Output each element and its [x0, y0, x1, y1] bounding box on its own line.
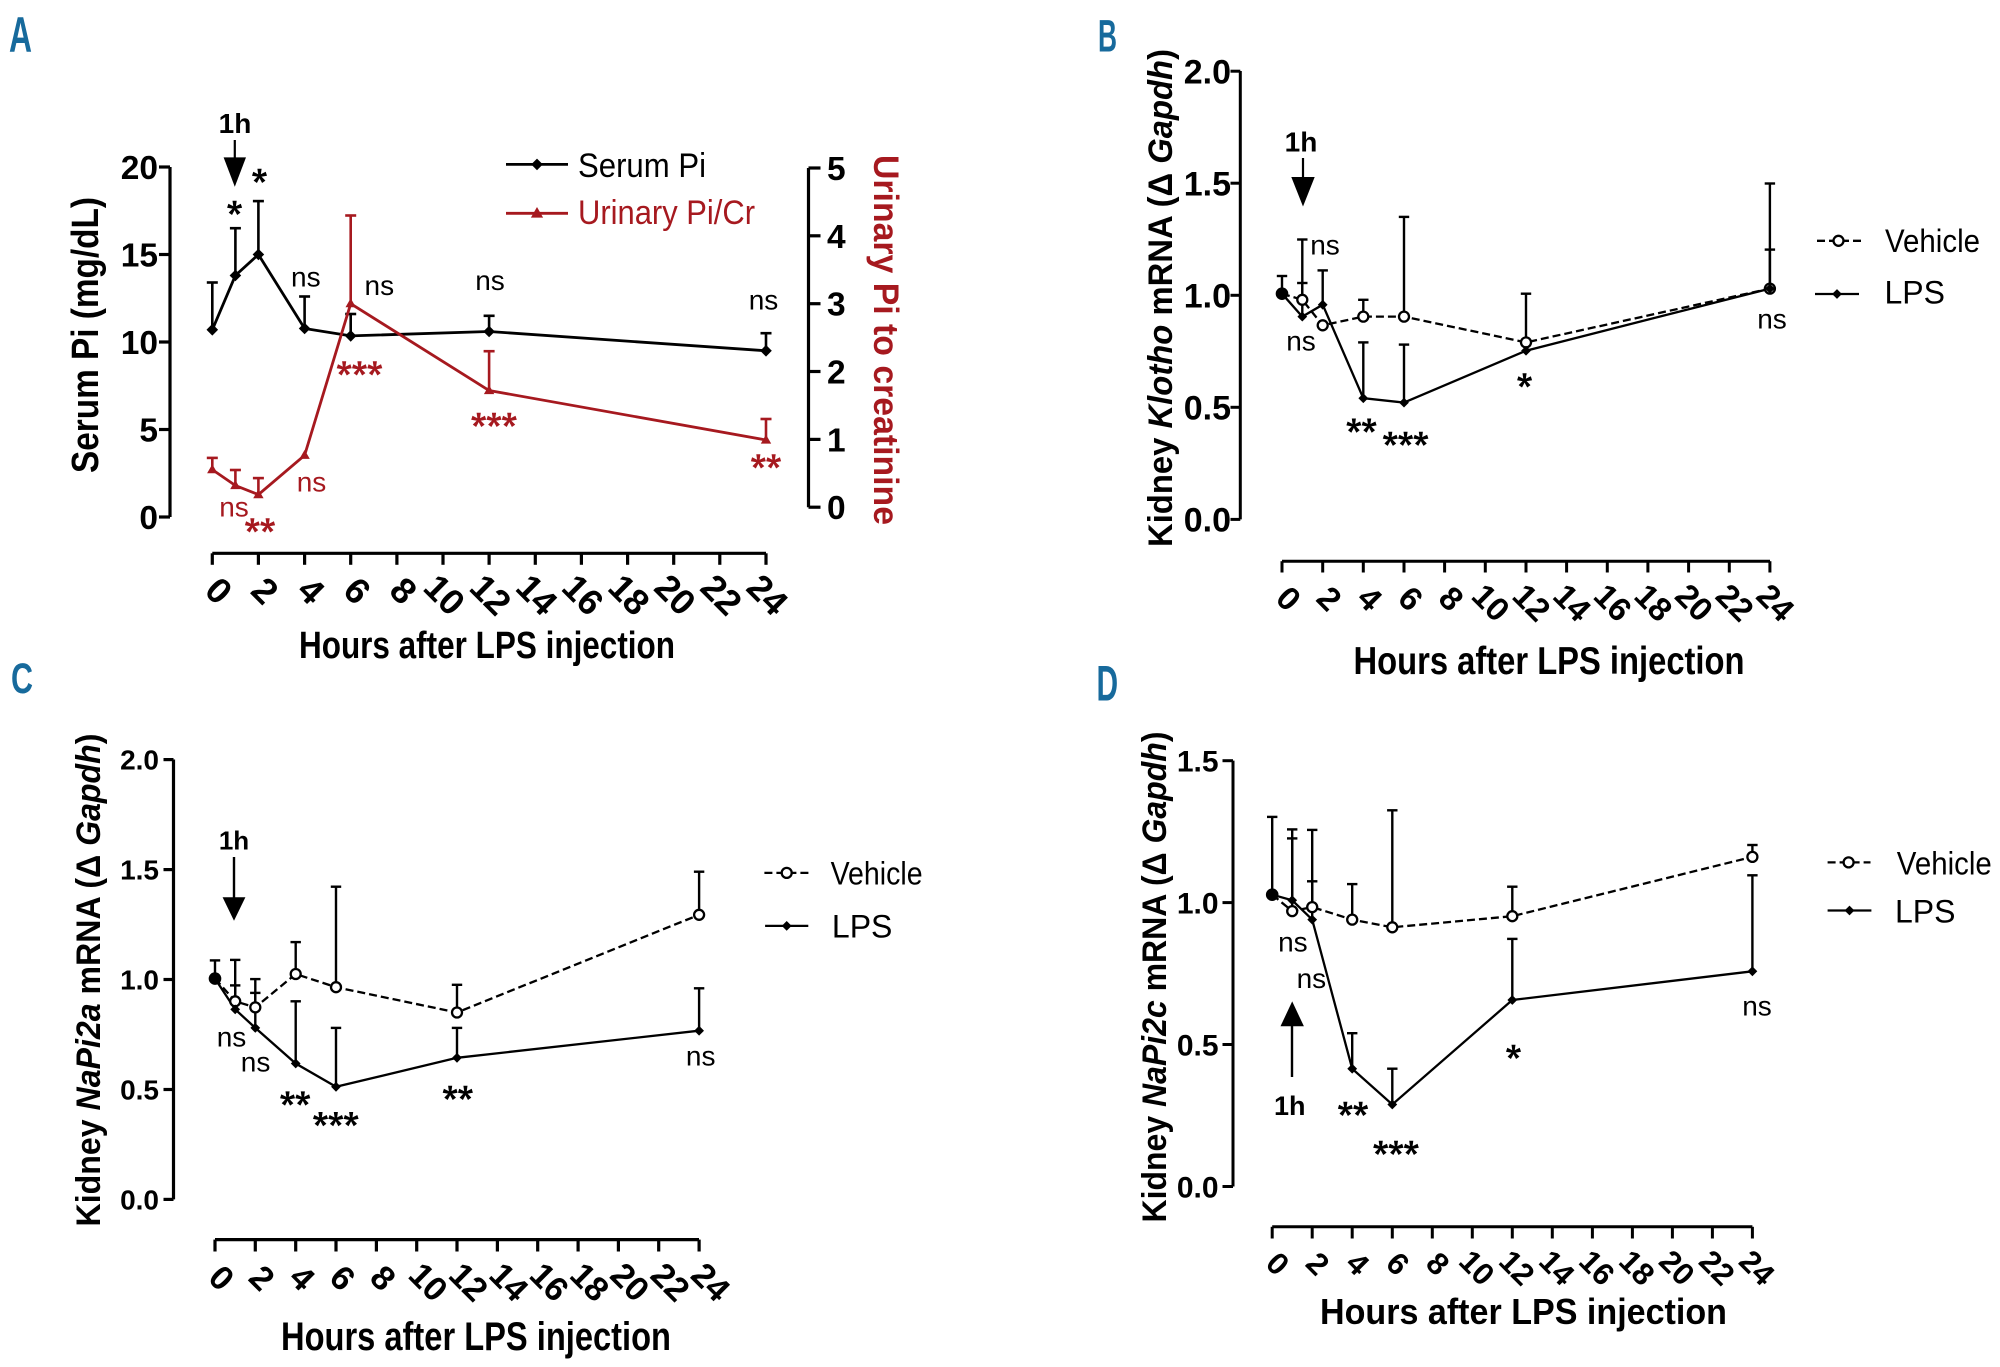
svg-text:5: 5 — [139, 413, 158, 450]
svg-text:1: 1 — [827, 422, 846, 459]
svg-text:Kidney Klotho mRNA (Δ Gapdh): Kidney Klotho mRNA (Δ Gapdh) — [1142, 49, 1180, 547]
svg-text:Serum Pi (mg/dL): Serum Pi (mg/dL) — [65, 197, 107, 473]
svg-text:4: 4 — [827, 219, 846, 256]
svg-text:ns: ns — [297, 466, 327, 497]
svg-text:0.0: 0.0 — [1177, 1171, 1219, 1204]
svg-text:1.5: 1.5 — [1177, 746, 1219, 779]
svg-text:Urinary Pi/Cr: Urinary Pi/Cr — [578, 194, 755, 232]
svg-text:ns: ns — [475, 265, 505, 296]
svg-text:1.5: 1.5 — [1184, 165, 1231, 203]
svg-text:1.0: 1.0 — [1177, 887, 1219, 920]
svg-text:B: B — [1098, 11, 1117, 62]
svg-text:0.0: 0.0 — [120, 1184, 159, 1215]
svg-text:LPS: LPS — [1895, 893, 1955, 929]
svg-text:ns: ns — [1297, 963, 1327, 994]
svg-text:Kidney NaPi2a mRNA (Δ Gapdh): Kidney NaPi2a mRNA (Δ Gapdh) — [70, 734, 108, 1227]
svg-text:Serum Pi: Serum Pi — [578, 147, 706, 185]
svg-text:0.5: 0.5 — [1177, 1029, 1219, 1062]
svg-text:Hours after LPS injection: Hours after LPS injection — [1320, 1291, 1727, 1332]
svg-text:Vehicle: Vehicle — [1885, 223, 1980, 259]
svg-text:Vehicle: Vehicle — [831, 856, 923, 892]
svg-text:LPS: LPS — [832, 908, 892, 944]
svg-text:Hours after LPS injection: Hours after LPS injection — [299, 625, 675, 667]
svg-text:ns: ns — [1310, 229, 1340, 260]
svg-text:ns: ns — [217, 1022, 247, 1053]
svg-text:1.0: 1.0 — [1184, 278, 1231, 316]
svg-text:20: 20 — [121, 150, 158, 187]
svg-text:2: 2 — [827, 355, 846, 392]
svg-text:C: C — [11, 655, 33, 703]
svg-text:Urinary Pi to creatinine: Urinary Pi to creatinine — [866, 155, 905, 525]
svg-text:3: 3 — [827, 287, 846, 324]
svg-text:1h: 1h — [219, 826, 249, 856]
svg-text:5: 5 — [827, 151, 846, 188]
svg-text:ns: ns — [1742, 990, 1772, 1021]
svg-text:1.0: 1.0 — [120, 965, 159, 996]
svg-text:D: D — [1097, 656, 1119, 712]
svg-text:ns: ns — [686, 1040, 716, 1071]
svg-text:ns: ns — [365, 270, 395, 301]
svg-text:10: 10 — [121, 325, 158, 362]
svg-text:ns: ns — [219, 491, 249, 522]
svg-text:1h: 1h — [219, 108, 252, 139]
svg-text:Hours after LPS injection: Hours after LPS injection — [281, 1315, 671, 1359]
svg-text:ns: ns — [1757, 303, 1787, 334]
svg-text:ns: ns — [749, 284, 779, 315]
svg-text:2.0: 2.0 — [1184, 53, 1231, 91]
svg-text:Hours after LPS injection: Hours after LPS injection — [1354, 640, 1745, 683]
svg-text:A: A — [9, 7, 32, 63]
svg-text:1.5: 1.5 — [120, 855, 159, 886]
svg-text:LPS: LPS — [1885, 275, 1945, 311]
svg-text:ns: ns — [1286, 325, 1316, 356]
svg-text:ns: ns — [291, 261, 321, 292]
svg-text:1h: 1h — [1285, 126, 1318, 157]
svg-text:Vehicle: Vehicle — [1897, 845, 1992, 881]
svg-text:0: 0 — [827, 490, 846, 527]
svg-text:0.5: 0.5 — [1184, 390, 1231, 428]
svg-text:0.5: 0.5 — [120, 1075, 159, 1106]
svg-text:ns: ns — [1278, 926, 1308, 957]
svg-text:1h: 1h — [1274, 1091, 1306, 1121]
svg-text:15: 15 — [121, 238, 158, 275]
svg-text:Kidney NaPi2c mRNA (Δ Gapdh): Kidney NaPi2c mRNA (Δ Gapdh) — [1136, 732, 1174, 1223]
svg-text:2.0: 2.0 — [120, 745, 159, 776]
svg-text:0.0: 0.0 — [1184, 502, 1231, 540]
svg-text:ns: ns — [241, 1046, 271, 1077]
svg-text:0: 0 — [139, 500, 158, 537]
